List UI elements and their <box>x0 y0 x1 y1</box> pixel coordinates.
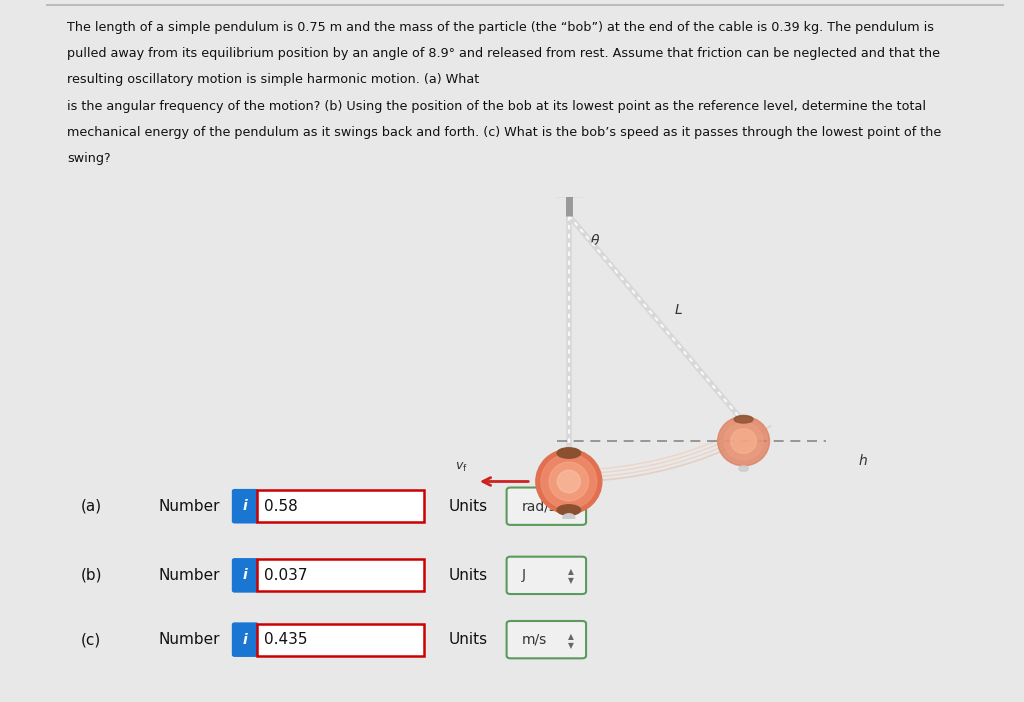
Text: i: i <box>243 633 248 647</box>
Text: resulting oscillatory motion is simple harmonic motion. (a) What: resulting oscillatory motion is simple h… <box>68 73 479 86</box>
FancyBboxPatch shape <box>231 623 259 657</box>
Text: $v_{\rm f}$: $v_{\rm f}$ <box>455 461 468 474</box>
Ellipse shape <box>557 505 581 515</box>
Text: m/s: m/s <box>522 633 547 647</box>
Text: Units: Units <box>449 498 487 514</box>
Ellipse shape <box>557 448 581 458</box>
Ellipse shape <box>730 429 757 453</box>
Text: is the angular frequency of the motion? (b) Using the position of the bob at its: is the angular frequency of the motion? … <box>68 100 926 112</box>
Text: swing?: swing? <box>68 152 111 165</box>
Text: Number: Number <box>158 498 219 514</box>
Text: h: h <box>859 454 867 468</box>
Text: (a): (a) <box>81 498 101 514</box>
Ellipse shape <box>557 470 581 493</box>
Ellipse shape <box>536 449 602 514</box>
Ellipse shape <box>563 514 574 522</box>
Text: Number: Number <box>158 568 219 583</box>
Text: ▲: ▲ <box>568 632 573 641</box>
Text: ▼: ▼ <box>568 508 573 516</box>
FancyBboxPatch shape <box>257 490 424 522</box>
Text: ▼: ▼ <box>568 641 573 649</box>
Text: ▼: ▼ <box>568 576 573 585</box>
Ellipse shape <box>739 465 749 472</box>
Text: i: i <box>243 499 248 513</box>
Ellipse shape <box>724 423 763 460</box>
FancyBboxPatch shape <box>507 487 586 525</box>
Ellipse shape <box>718 416 769 465</box>
FancyBboxPatch shape <box>507 621 586 658</box>
Text: (c): (c) <box>81 633 101 647</box>
Text: $\theta$: $\theta$ <box>590 232 600 248</box>
Text: J: J <box>522 569 526 583</box>
Text: Units: Units <box>449 568 487 583</box>
FancyBboxPatch shape <box>507 557 586 594</box>
Text: L: L <box>675 303 683 317</box>
Text: i: i <box>243 569 248 583</box>
Text: The length of a simple pendulum is 0.75 m and the mass of the particle (the “bob: The length of a simple pendulum is 0.75 … <box>68 21 934 34</box>
Text: ▲: ▲ <box>568 498 573 508</box>
Text: 0.435: 0.435 <box>264 633 308 647</box>
Ellipse shape <box>541 454 597 509</box>
Ellipse shape <box>549 462 589 501</box>
Text: pulled away from its equilibrium position by an angle of 8.9° and released from : pulled away from its equilibrium positio… <box>68 47 940 60</box>
Text: Units: Units <box>449 633 487 647</box>
Text: (b): (b) <box>80 568 101 583</box>
Text: mechanical energy of the pendulum as it swings back and forth. (c) What is the b: mechanical energy of the pendulum as it … <box>68 126 941 139</box>
FancyBboxPatch shape <box>231 489 259 524</box>
Text: 0.58: 0.58 <box>264 498 298 514</box>
Text: 0.037: 0.037 <box>264 568 308 583</box>
FancyBboxPatch shape <box>231 558 259 592</box>
Text: ▲: ▲ <box>568 567 573 576</box>
Text: Number: Number <box>158 633 219 647</box>
Text: rad/s: rad/s <box>522 499 557 513</box>
Ellipse shape <box>734 416 753 423</box>
FancyBboxPatch shape <box>257 624 424 656</box>
FancyBboxPatch shape <box>257 559 424 591</box>
